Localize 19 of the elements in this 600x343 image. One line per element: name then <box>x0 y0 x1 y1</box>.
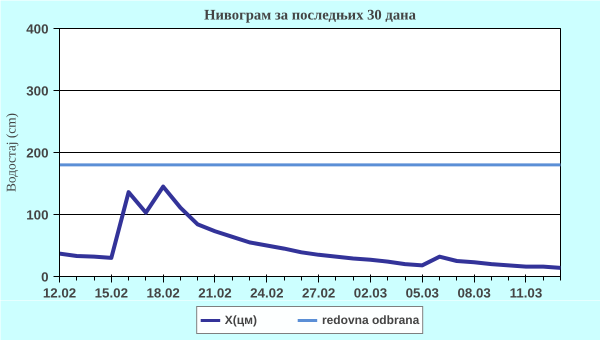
x-tick-label: 12.02 <box>42 286 76 300</box>
y-tick-label: 400 <box>26 22 49 36</box>
legend-label: redovna odbrana <box>322 313 420 327</box>
x-tick-label: 24.02 <box>250 286 284 300</box>
x-tick-label: 11.03 <box>510 286 542 300</box>
x-tick-label: 27.02 <box>302 286 336 300</box>
x-tick-label: 02.03 <box>354 286 388 300</box>
y-tick-label: 200 <box>26 146 49 160</box>
y-tick-label: 100 <box>26 208 49 222</box>
y-tick-label: 0 <box>41 270 49 284</box>
x-tick-label: 05.03 <box>406 286 439 300</box>
y-axis-title: Водостај (cm) <box>3 113 18 192</box>
x-tick-label: 21.02 <box>198 286 232 300</box>
y-tick-label: 300 <box>26 84 49 98</box>
legend-label: X(цм) <box>224 313 257 327</box>
x-tick-label: 18.02 <box>146 286 180 300</box>
chart-title: Нивограм за последњих 30 дана <box>204 8 417 24</box>
x-tick-label: 08.03 <box>457 286 491 300</box>
x-tick-label: 15.02 <box>94 286 128 300</box>
